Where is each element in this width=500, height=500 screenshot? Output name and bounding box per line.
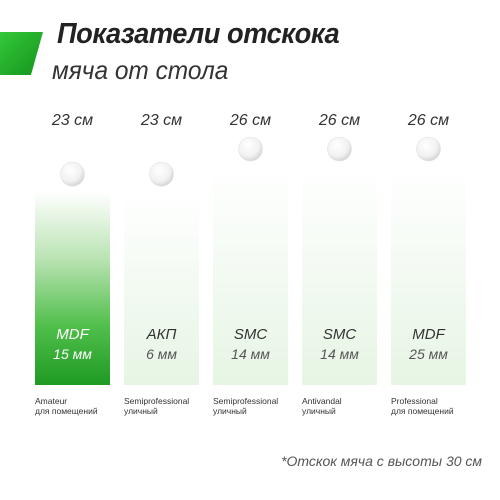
bar-material-label: MDF (412, 326, 445, 343)
ball-icon (327, 136, 352, 162)
bar-thickness-label: 25 мм (408, 346, 448, 362)
bar-caption-class: Semiprofessional (124, 396, 189, 406)
bar (391, 167, 466, 385)
bar-caption-class: Amateur (35, 396, 67, 406)
bar-thickness-label: 14 мм (231, 346, 270, 362)
bar-thickness-label: 6 мм (146, 346, 177, 362)
bar-caption-usage: уличный (213, 406, 247, 416)
bar-caption-usage: для помещений (35, 406, 98, 416)
bar-caption-usage: для помещений (391, 406, 454, 416)
bar-caption-usage: уличный (124, 406, 158, 416)
ball-icon (416, 136, 441, 162)
ball-icon (149, 161, 174, 187)
bar-material-label: АКП (146, 326, 177, 343)
bar (213, 167, 288, 385)
bar-thickness-label: 15 мм (53, 346, 92, 362)
bar (35, 192, 110, 385)
value-label: 23 см (140, 112, 182, 129)
bar-thickness-label: 14 мм (320, 346, 359, 362)
bar (302, 167, 377, 385)
value-label: 26 см (407, 112, 449, 129)
bar-caption-usage: уличный (302, 406, 336, 416)
bar-material-label: SMC (234, 326, 268, 343)
ball-icon (238, 136, 263, 162)
value-label: 26 см (318, 112, 360, 129)
bar-material-label: SMC (323, 326, 357, 343)
bar-caption-class: Antivandal (302, 396, 342, 406)
bar-caption-class: Professional (391, 396, 438, 406)
ball-icon (60, 161, 85, 187)
bar-material-label: MDF (56, 326, 89, 343)
page-subtitle: мяча от стола (52, 55, 229, 85)
bar-caption-class: Semiprofessional (213, 396, 278, 406)
footnote: *Отскок мяча с высоты 30 см (281, 453, 482, 469)
value-label: 23 см (51, 112, 93, 129)
bar (124, 192, 199, 385)
value-label: 26 см (229, 112, 271, 129)
page-title: Показатели отскока (57, 18, 340, 50)
